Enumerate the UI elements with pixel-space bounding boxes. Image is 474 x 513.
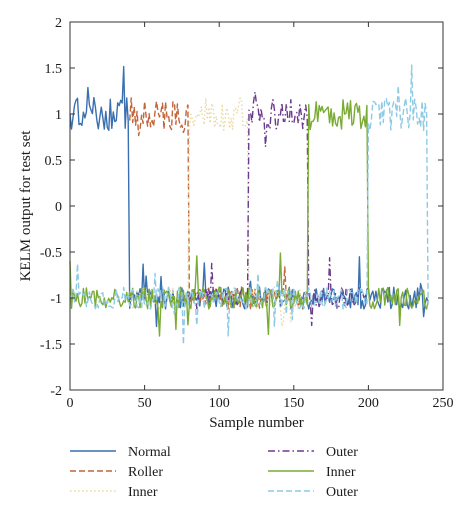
y-tick-label: 1.5 [45, 62, 63, 77]
y-axis-label: KELM output for test set [18, 130, 34, 282]
y-tick-label: -1 [50, 292, 62, 307]
series-layer [69, 64, 429, 346]
series-line-6-outer [69, 64, 429, 346]
series-line-2-roller [129, 97, 310, 310]
y-tick-label: -2 [50, 384, 62, 399]
axis-ticks: 0 50 100 150 200 250 -2 -1.5 -1 -0.5 0 0.5 1 1.5 2 [40, 16, 454, 411]
legend-label-2: Roller [128, 465, 163, 480]
series-line-5-inner [69, 99, 429, 337]
legend-label-4: Outer [326, 445, 358, 460]
series-line-3-inner [129, 97, 310, 327]
legend: Normal Roller Inner Outer Inner Outer [70, 445, 358, 500]
legend-label-1: Normal [128, 445, 171, 460]
y-tick-label: -1.5 [40, 338, 62, 353]
y-tick-label: 0 [55, 200, 62, 215]
x-tick-label: 100 [209, 396, 230, 411]
y-tick-label: 2 [55, 16, 62, 31]
x-tick-label: 200 [358, 396, 379, 411]
legend-label-3: Inner [128, 485, 158, 500]
x-tick-label: 50 [138, 396, 152, 411]
y-tick-label: 0.5 [45, 154, 63, 169]
x-tick-label: 250 [433, 396, 454, 411]
legend-label-5: Inner [326, 465, 356, 480]
x-tick-label: 150 [283, 396, 304, 411]
x-axis-label: Sample number [209, 415, 304, 431]
legend-label-6: Outer [326, 485, 358, 500]
y-tick-label: -0.5 [40, 246, 62, 261]
x-tick-label: 0 [67, 396, 74, 411]
y-tick-label: 1 [55, 108, 62, 123]
